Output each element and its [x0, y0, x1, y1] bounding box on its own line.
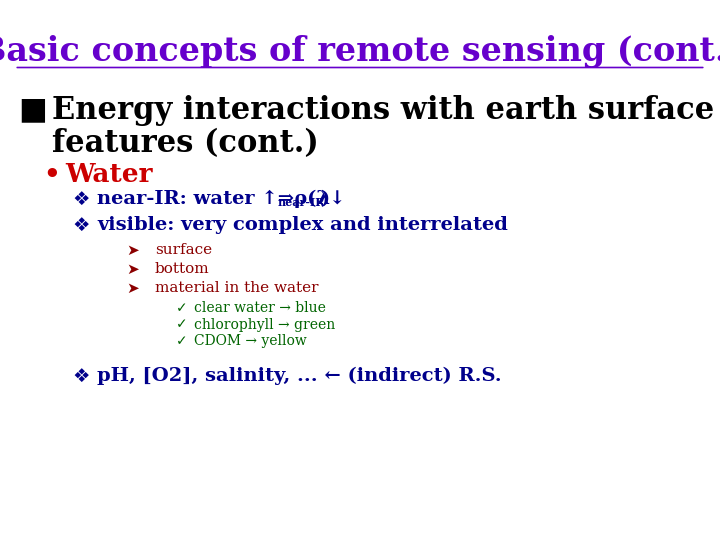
Text: ❖: ❖ [72, 367, 89, 386]
Text: CDOM → yellow: CDOM → yellow [194, 334, 307, 348]
Text: ✓: ✓ [176, 318, 188, 332]
Text: near-IR: water ↑⇒ρ(λ: near-IR: water ↑⇒ρ(λ [97, 190, 330, 208]
Text: visible: very complex and interrelated: visible: very complex and interrelated [97, 216, 508, 234]
Text: pH, [O2], salinity, ... ← (indirect) R.S.: pH, [O2], salinity, ... ← (indirect) R.S… [97, 367, 502, 386]
Text: clear water → blue: clear water → blue [194, 301, 326, 315]
Text: ❖: ❖ [72, 190, 89, 209]
Text: features (cont.): features (cont.) [52, 129, 318, 159]
Text: ➤: ➤ [126, 281, 139, 296]
Text: material in the water: material in the water [155, 281, 318, 295]
Text: bottom: bottom [155, 262, 210, 276]
Text: Basic concepts of remote sensing (cont.): Basic concepts of remote sensing (cont.) [0, 35, 720, 68]
Text: Water: Water [65, 162, 153, 187]
Text: ➤: ➤ [126, 262, 139, 277]
Text: ➤: ➤ [126, 243, 139, 258]
Text: surface: surface [155, 243, 212, 257]
Text: )↓: )↓ [320, 190, 346, 208]
Text: •: • [43, 162, 60, 187]
Text: ■: ■ [18, 94, 47, 125]
Text: near-IR: near-IR [277, 197, 325, 207]
Text: chlorophyll → green: chlorophyll → green [194, 318, 336, 332]
Text: ✓: ✓ [176, 334, 188, 348]
Text: ✓: ✓ [176, 301, 188, 315]
Text: ❖: ❖ [72, 216, 89, 235]
Text: Energy interactions with earth surface: Energy interactions with earth surface [52, 94, 714, 125]
